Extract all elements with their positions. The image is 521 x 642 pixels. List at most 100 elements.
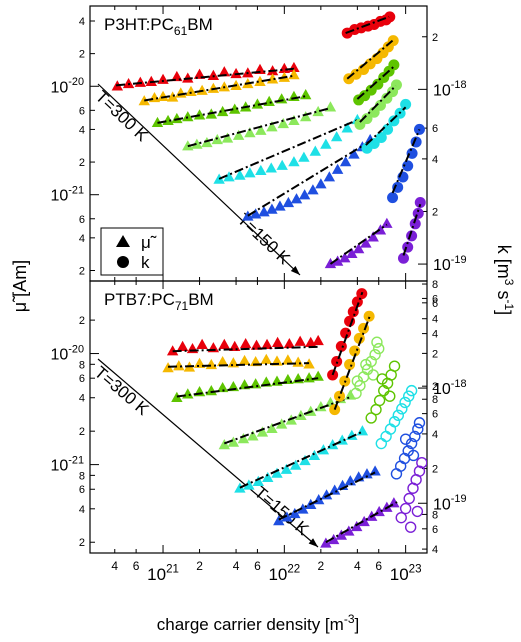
legend-label: k <box>141 253 150 272</box>
data-layer <box>111 11 426 269</box>
temp-label-lo: T=150 K <box>234 210 295 269</box>
mobility-point <box>288 156 300 167</box>
rate-point <box>376 373 388 385</box>
left-tick-label: 6 <box>79 214 85 226</box>
mobility-point <box>218 66 231 77</box>
mobility-series-3 <box>151 89 312 128</box>
rate-point <box>331 356 343 368</box>
mobility-point <box>256 426 269 437</box>
panel-label-sub: 71 <box>175 299 189 313</box>
rate-point <box>387 192 399 204</box>
rate-series-7 <box>397 197 426 264</box>
left-tick-label-exp: -20 <box>68 343 84 355</box>
rate-point <box>399 433 412 445</box>
temperature-arrow <box>97 83 301 276</box>
right-tick-label: 2 <box>432 464 438 476</box>
mobility-point <box>244 167 256 178</box>
mobility-fit-line <box>325 501 398 544</box>
mobility-point <box>249 208 262 219</box>
left-tick-label: 4 <box>79 393 85 405</box>
mobility-series-7 <box>320 497 400 548</box>
mobility-point <box>271 467 283 478</box>
mobility-point <box>196 84 208 95</box>
x-axis-label-exp: -3 <box>344 612 355 626</box>
mobility-fit-line <box>115 67 295 87</box>
y-axis-label-left: μ̃ [Am] <box>10 260 30 312</box>
rate-point <box>353 332 365 344</box>
mobility-series-1 <box>166 334 324 356</box>
rate-point <box>405 384 418 397</box>
rate-point <box>351 375 364 387</box>
right-tick-label: 2 <box>432 348 438 360</box>
mobility-point <box>289 507 301 519</box>
legend-triangle-icon <box>116 235 130 247</box>
mobility-point <box>274 200 286 211</box>
mobility-point <box>205 358 218 370</box>
mobility-point <box>323 171 336 182</box>
panel-label-main: P3HT:PC <box>104 15 174 34</box>
mobility-point <box>294 335 306 346</box>
y-axis-label-right-exp: 3 <box>502 279 516 286</box>
rate-point <box>414 197 426 209</box>
mobility-series-5 <box>234 425 369 493</box>
mobility-point <box>361 468 373 479</box>
mobility-point <box>358 515 370 527</box>
right-tick-label: 6 <box>432 123 438 135</box>
mobility-point <box>173 360 185 371</box>
rate-fit-line <box>356 65 395 100</box>
mobility-point <box>162 362 174 373</box>
x-tick-label: 4 <box>233 559 240 573</box>
mobility-point <box>277 117 289 129</box>
mobility-point <box>171 112 183 124</box>
mobility-point <box>320 489 333 500</box>
rate-point <box>403 492 415 505</box>
mobility-point <box>260 353 272 364</box>
rate-series-4 <box>354 79 402 130</box>
x-tick-label: 4 <box>111 559 118 573</box>
rate-point <box>380 430 392 443</box>
mobility-point <box>299 89 312 100</box>
right-tick-label-base: 10 <box>433 381 451 398</box>
mobility-point <box>207 82 220 93</box>
right-tick-label-base: 10 <box>433 82 451 99</box>
left-tick-label-exp: -21 <box>68 185 84 197</box>
left-tick-label: 2 <box>79 426 85 438</box>
mobility-point <box>299 111 312 122</box>
mobility-point <box>288 90 300 101</box>
left-tick-label: 4 <box>79 504 85 516</box>
mobility-point <box>367 231 379 242</box>
mobility-point <box>145 75 157 86</box>
rate-series-2 <box>329 310 375 416</box>
mobility-point <box>297 503 309 514</box>
mobility-point <box>303 372 315 383</box>
mobility-point <box>320 138 332 149</box>
mobility-point <box>298 189 311 200</box>
mobility-point <box>280 463 293 474</box>
mobility-point <box>182 72 194 83</box>
mobility-point <box>216 381 229 393</box>
legend-box <box>100 227 164 276</box>
mobility-point <box>341 122 353 133</box>
panel-label-tail: BM <box>188 290 214 309</box>
mobility-point <box>343 525 355 536</box>
left-tick-label: 6 <box>79 373 85 385</box>
x-tick-label: 6 <box>133 559 140 573</box>
mobility-point <box>262 471 274 483</box>
rate-point <box>390 468 403 480</box>
x-tick-label: 1021 <box>147 563 179 584</box>
plot-frame <box>89 280 428 554</box>
temp-label-hi: T=300 K <box>91 363 153 420</box>
mobility-point <box>346 247 358 259</box>
mobility-fit-line <box>168 362 310 368</box>
mobility-point <box>229 103 241 114</box>
mobility-point <box>282 354 294 365</box>
right-tick-label: 6 <box>432 524 438 536</box>
right-tick-label: 6 <box>432 293 438 305</box>
rate-point <box>361 113 373 125</box>
data-layer <box>162 288 427 548</box>
y-axis-label-right-exp2: -1 <box>502 300 516 311</box>
panel-label: PTB7:PC71BM <box>104 290 214 313</box>
rate-fit-line <box>402 203 422 256</box>
rate-point <box>388 115 400 127</box>
mobility-point <box>344 475 357 486</box>
